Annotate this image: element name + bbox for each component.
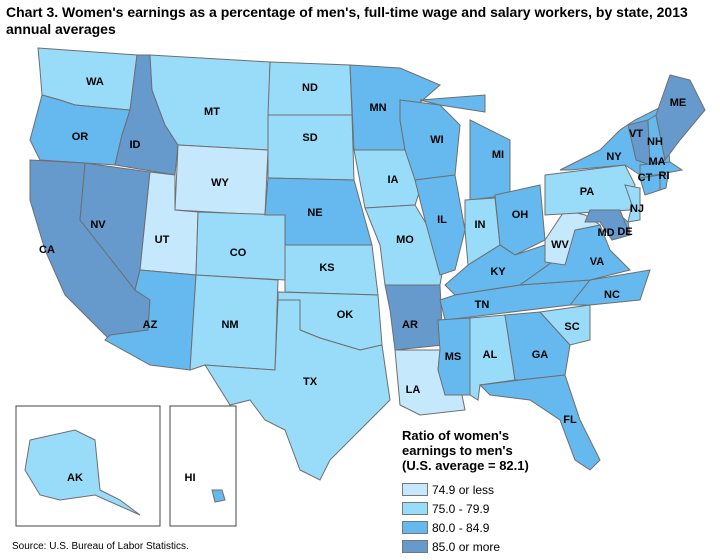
inset-frames — [15, 405, 237, 527]
state-label-nm: NM — [221, 319, 238, 331]
state-ri — [659, 174, 669, 191]
legend-label: 74.9 or less — [432, 482, 495, 497]
state-label-wi: WI — [430, 134, 443, 146]
state-label-ri: RI — [659, 170, 670, 182]
state-label-la: LA — [406, 384, 421, 396]
state-label-nd: ND — [302, 82, 318, 94]
state-label-mn: MN — [369, 102, 386, 114]
source-note: Source: U.S. Bureau of Labor Statistics. — [12, 541, 189, 552]
state-nj — [624, 184, 641, 223]
state-nc — [568, 269, 651, 306]
state-label-oh: OH — [512, 209, 529, 221]
state-md — [584, 209, 631, 241]
state-label-wv: WV — [551, 239, 569, 251]
state-ma — [639, 161, 684, 179]
state-fl — [478, 374, 601, 471]
state-label-sc: SC — [564, 321, 579, 333]
state-label-az: AZ — [143, 319, 158, 331]
state-label-nh: NH — [647, 136, 663, 148]
state-sc — [538, 304, 591, 346]
legend-item: 74.9 or less — [402, 480, 529, 499]
state-label-pa: PA — [580, 186, 595, 198]
state-me — [655, 74, 706, 162]
legend-item: 80.0 - 84.9 — [402, 518, 529, 537]
legend-swatch — [402, 502, 428, 515]
state-label-or: OR — [72, 131, 89, 143]
legend-label: 80.0 - 84.9 — [432, 520, 490, 535]
state-label-tx: TX — [303, 376, 318, 388]
state-label-ks: KS — [319, 262, 334, 274]
state-label-al: AL — [483, 349, 498, 361]
state-label-fl: FL — [563, 414, 577, 426]
state-label-nj: NJ — [630, 203, 644, 215]
legend-label: 75.0 - 79.9 — [432, 501, 490, 516]
state-label-nc: NC — [604, 289, 620, 301]
state-label-ne: NE — [307, 207, 322, 219]
legend-item: 75.0 - 79.9 — [402, 499, 529, 518]
legend-label: 85.0 or more — [432, 539, 501, 554]
chart-title: Chart 3. Women's earnings as a percentag… — [6, 4, 688, 37]
state-label-va: VA — [590, 256, 605, 268]
state-il — [414, 174, 466, 276]
state-label-sd: SD — [302, 132, 317, 144]
state-label-ma: MA — [648, 156, 665, 168]
state-label-nv: NV — [90, 219, 106, 231]
state-label-il: IL — [437, 214, 447, 226]
legend-title-line: (U.S. average = 82.1) — [402, 458, 529, 473]
state-ak — [24, 429, 141, 516]
state-label-co: CO — [230, 247, 247, 259]
state-label-ny: NY — [606, 151, 622, 163]
state-label-wy: WY — [211, 177, 229, 189]
legend-swatch — [402, 521, 428, 534]
state-label-ca: CA — [39, 244, 55, 256]
hawaii-inset-frame — [169, 405, 237, 527]
state-mi — [419, 94, 486, 113]
state-label-id: ID — [130, 139, 141, 151]
state-ar — [384, 284, 444, 351]
state-label-ga: GA — [532, 349, 549, 361]
state-label-mo: MO — [396, 234, 414, 246]
alaska-inset-frame — [15, 405, 161, 527]
legend-swatch — [402, 540, 428, 553]
legend-swatch — [402, 483, 428, 496]
state-label-ar: AR — [402, 319, 418, 331]
state-label-mi: MI — [492, 149, 504, 161]
state-label-vt: VT — [629, 128, 643, 140]
state-label-mt: MT — [204, 106, 220, 118]
state-sd — [267, 114, 355, 181]
legend-item: 85.0 or more — [402, 537, 529, 556]
legend-title-line: Ratio of women's — [402, 428, 510, 443]
legend-title-line: earnings to men's — [402, 443, 513, 458]
state-label-in: IN — [475, 219, 486, 231]
legend: Ratio of women's earnings to men's (U.S.… — [402, 428, 529, 556]
state-hi — [211, 489, 226, 503]
state-label-ky: KY — [490, 266, 506, 278]
state-label-ct: CT — [638, 172, 653, 184]
state-label-de: DE — [617, 226, 632, 238]
state-label-ok: OK — [337, 309, 354, 321]
state-label-md: MD — [597, 227, 614, 239]
state-label-hi: HI — [185, 472, 196, 484]
state-label-ak: AK — [67, 472, 83, 484]
state-label-me: ME — [670, 97, 687, 109]
state-label-ms: MS — [445, 351, 462, 363]
state-mi — [469, 119, 511, 201]
state-label-tn: TN — [475, 299, 490, 311]
state-tx — [204, 299, 391, 481]
state-oh — [494, 184, 546, 256]
state-label-wa: WA — [86, 76, 104, 88]
state-label-ut: UT — [155, 234, 170, 246]
state-label-ia: IA — [388, 174, 399, 186]
